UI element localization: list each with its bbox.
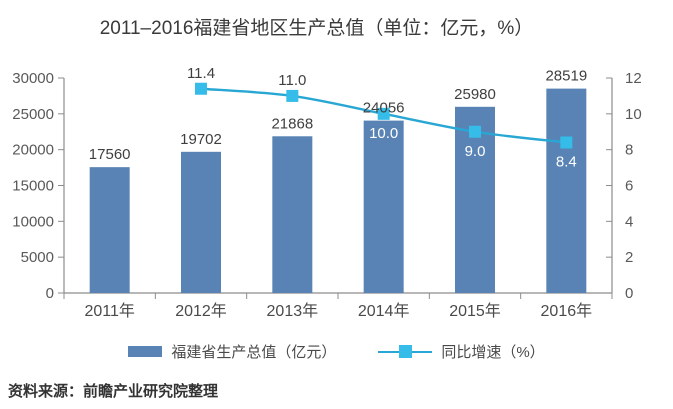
source-note: 资料来源：前瞻产业研究院整理 xyxy=(8,383,219,400)
growth-value-label: 8.4 xyxy=(556,154,577,171)
legend-item-gdp: 福建省生产总值（亿元） xyxy=(128,341,336,362)
bar xyxy=(546,88,587,293)
left-axis-label: 25000 xyxy=(12,106,54,123)
legend-growth-label: 同比增速（%） xyxy=(441,344,545,361)
line-marker-icon xyxy=(378,345,433,358)
right-axis-label: 6 xyxy=(625,178,633,195)
growth-value-label: 10.0 xyxy=(369,125,398,142)
bar-value-label: 24056 xyxy=(363,100,405,117)
bar-value-label: 17560 xyxy=(89,146,131,163)
right-axis-label: 0 xyxy=(625,285,633,302)
chart-title: 2011–2016福建省地区生产总值（单位：亿元，%） xyxy=(99,18,534,39)
growth-value-label: 11.4 xyxy=(187,65,215,82)
line-marker xyxy=(195,82,207,95)
line-marker xyxy=(469,125,481,138)
line-marker xyxy=(377,107,390,120)
x-axis-label: 2015年 xyxy=(449,302,501,320)
left-axis-label: 0 xyxy=(46,285,54,302)
left-axis-label: 5000 xyxy=(21,249,54,266)
chart-legend: 福建省生产总值（亿元） 同比增速（%） xyxy=(0,341,673,362)
growth-value-label: 11.0 xyxy=(278,72,306,89)
bar-value-label: 21868 xyxy=(271,115,313,132)
growth-value-label: 9.0 xyxy=(465,143,486,160)
bar xyxy=(455,106,495,293)
legend-gdp-label: 福建省生产总值（亿元） xyxy=(171,344,337,361)
x-axis-label: 2014年 xyxy=(358,302,410,320)
bar-value-label: 19702 xyxy=(180,131,222,148)
x-axis-label: 2013年 xyxy=(267,302,319,320)
left-axis-label: 30000 xyxy=(12,70,54,87)
legend-item-growth: 同比增速（%） xyxy=(378,341,545,362)
bar xyxy=(181,151,221,293)
line-marker xyxy=(560,136,573,149)
x-axis-label: 2011年 xyxy=(84,302,134,320)
square-marker-swatch xyxy=(399,345,413,358)
bar-swatch-icon xyxy=(128,346,163,357)
bar xyxy=(89,167,130,293)
x-axis-label: 2012年 xyxy=(175,302,227,320)
left-axis-label: 20000 xyxy=(12,142,54,159)
line-marker xyxy=(286,89,299,102)
right-axis-label: 8 xyxy=(625,142,633,159)
bar-value-label: 28519 xyxy=(545,68,587,85)
left-axis-label: 15000 xyxy=(12,178,54,195)
right-axis-label: 4 xyxy=(625,213,633,230)
bar xyxy=(363,120,404,293)
right-axis-label: 10 xyxy=(625,106,642,123)
bar xyxy=(272,136,313,293)
left-axis-label: 10000 xyxy=(12,213,54,230)
right-axis-label: 2 xyxy=(625,249,633,266)
bar-value-label: 25980 xyxy=(454,86,496,103)
x-axis-label: 2016年 xyxy=(541,302,593,320)
right-axis-label: 12 xyxy=(625,70,642,87)
